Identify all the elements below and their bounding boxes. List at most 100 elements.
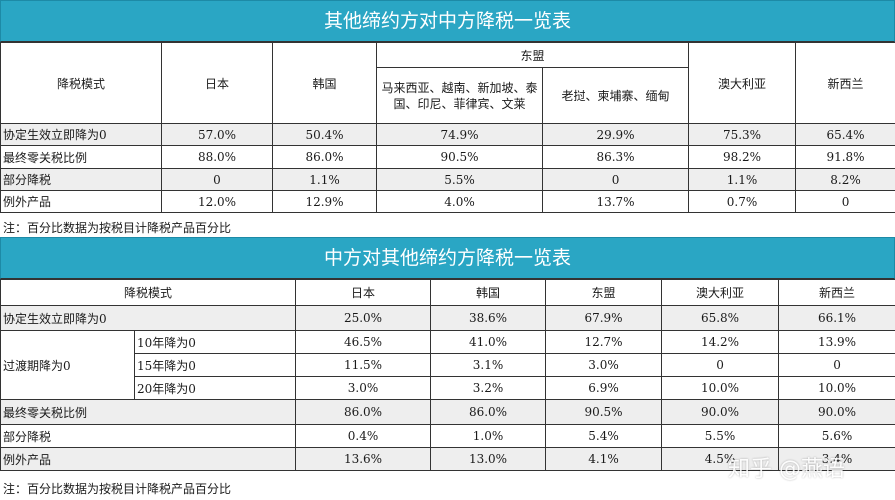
row-label: 部分降税 (0, 168, 162, 191)
table1: 降税模式 日本 韩国 东盟 澳大利亚 新西兰 马来西亚、越南、新加坡、泰国、印尼… (0, 42, 895, 213)
table-cell: 5.6% (778, 424, 895, 448)
row-label: 10年降为0 (133, 330, 297, 354)
table2-header-australia: 澳大利亚 (661, 279, 780, 306)
table-cell: 10.0% (778, 376, 895, 400)
table-cell: 11.5% (295, 353, 432, 377)
table1-header-asean: 东盟 (375, 42, 690, 68)
table-cell: 25.0% (295, 305, 432, 331)
table-cell: 0 (161, 168, 273, 191)
table-row: 过渡期降为0 10年降为0 46.5% 41.0% 12.7% 14.2% 13.9% (0, 330, 895, 400)
table-cell: 38.6% (430, 305, 547, 331)
table2-mode-header: 降税模式 (0, 279, 297, 306)
table-cell: 5.4% (545, 424, 663, 448)
table-cell: 4.1% (545, 447, 663, 471)
table-cell: 46.5% (295, 330, 432, 354)
table-cell: 66.1% (778, 305, 895, 331)
table-cell: 12.0% (161, 190, 273, 213)
table2-header-asean: 东盟 (545, 279, 663, 306)
table-cell: 0.4% (295, 424, 432, 448)
table-cell: 1.1% (688, 168, 797, 191)
table-cell: 91.8% (795, 145, 895, 169)
row-label: 20年降为0 (133, 376, 297, 400)
table1-header-australia: 澳大利亚 (688, 42, 797, 124)
row-label: 15年降为0 (133, 353, 297, 377)
table-cell: 4.5% (661, 447, 780, 471)
table-cell: 3.1% (430, 353, 547, 377)
table-cell: 12.9% (272, 190, 377, 213)
table-cell: 65.8% (661, 305, 780, 331)
table-cell: 13.7% (541, 190, 690, 213)
row-label: 最终零关税比例 (0, 399, 297, 425)
table-cell: 1.1% (272, 168, 377, 191)
table1-mode-header: 降税模式 (0, 42, 162, 124)
table-row: 例外产品 12.0% 12.9% 4.0% 13.7% 0.7% 0 (0, 190, 895, 213)
table2-note: 注：百分比数据为按税目计降税产品百分比 (3, 482, 232, 496)
table-cell: 90.5% (545, 399, 663, 425)
table-row: 协定生效立即降为0 25.0% 38.6% 67.9% 65.8% 66.1% (0, 305, 895, 331)
table-cell: 3.4% (778, 447, 895, 471)
table2-header-korea: 韩国 (430, 279, 547, 306)
table-row: 协定生效立即降为0 57.0% 50.4% 74.9% 29.9% 75.3% 65.4% (0, 123, 895, 146)
table1-title: 其他缔约方对中方降税一览表 (0, 0, 895, 42)
transition-label: 过渡期降为0 (0, 330, 135, 400)
table-cell: 57.0% (161, 123, 273, 146)
table1-header-new-zealand: 新西兰 (795, 42, 895, 124)
row-label: 例外产品 (0, 447, 297, 471)
table-cell: 8.2% (795, 168, 895, 191)
table-cell: 29.9% (541, 123, 690, 146)
table-cell: 86.0% (430, 399, 547, 425)
table-row: 最终零关税比例 86.0% 86.0% 90.5% 90.0% 90.0% (0, 399, 895, 425)
table-cell: 0 (795, 190, 895, 213)
table-cell: 13.6% (295, 447, 432, 471)
table-cell: 86.3% (541, 145, 690, 169)
row-label: 例外产品 (0, 190, 162, 213)
watermark: 知乎 @燕语 (728, 457, 845, 482)
table-cell: 3.2% (430, 376, 547, 400)
table-cell: 3.0% (545, 353, 663, 377)
table-cell: 6.9% (545, 376, 663, 400)
table-row: 15年降为0 11.5% 3.1% 3.0% 0 0 (1, 353, 895, 377)
table2-title: 中方对其他缔约方降税一览表 (0, 237, 895, 279)
table-cell: 0.7% (688, 190, 797, 213)
table-cell: 13.9% (778, 330, 895, 354)
table2-header-japan: 日本 (295, 279, 432, 306)
table-cell: 75.3% (688, 123, 797, 146)
table-cell: 90.0% (661, 399, 780, 425)
table-row: 部分降税 0.4% 1.0% 5.4% 5.5% 5.6% (0, 424, 895, 448)
table-row: 例外产品 13.6% 13.0% 4.1% 4.5% 3.4% (0, 447, 895, 471)
table-cell: 41.0% (430, 330, 547, 354)
table-cell: 65.4% (795, 123, 895, 146)
row-label: 协定生效立即降为0 (0, 123, 162, 146)
table2-header-new-zealand: 新西兰 (778, 279, 895, 306)
table-row: 部分降税 0 1.1% 5.5% 0 1.1% 8.2% (0, 168, 895, 191)
table-cell: 5.5% (661, 424, 780, 448)
table1-note: 注：百分比数据为按税目计降税产品百分比 (3, 221, 232, 235)
table-cell: 86.0% (272, 145, 377, 169)
table-cell: 86.0% (295, 399, 432, 425)
table1-asean-sub-2: 老挝、柬埔寨、缅甸 (541, 67, 690, 124)
table-cell: 4.0% (376, 190, 543, 213)
table1-asean-sub-1: 马来西亚、越南、新加坡、泰国、印尼、菲律宾、文莱 (376, 67, 543, 124)
table-cell: 0 (778, 353, 895, 377)
table-cell: 5.5% (376, 168, 543, 191)
row-label: 最终零关税比例 (0, 145, 162, 169)
table-cell: 88.0% (161, 145, 273, 169)
table-row: 20年降为0 3.0% 3.2% 6.9% 10.0% 10.0% (1, 376, 895, 400)
table-cell: 0 (541, 168, 690, 191)
table-row: 最终零关税比例 88.0% 86.0% 90.5% 86.3% 98.2% 91.8% (0, 145, 895, 169)
row-label: 部分降税 (0, 424, 297, 448)
row-label: 协定生效立即降为0 (0, 305, 297, 331)
table-cell: 90.5% (376, 145, 543, 169)
table-cell: 98.2% (688, 145, 797, 169)
table-cell: 3.0% (295, 376, 432, 400)
table1-header-japan: 日本 (161, 42, 273, 124)
table-cell: 1.0% (430, 424, 547, 448)
table-cell: 90.0% (778, 399, 895, 425)
table-cell: 50.4% (272, 123, 377, 146)
table1-header-korea: 韩国 (272, 42, 377, 124)
table-cell: 0 (661, 353, 780, 377)
table-cell: 74.9% (376, 123, 543, 146)
table-cell: 10.0% (661, 376, 780, 400)
table-cell: 67.9% (545, 305, 663, 331)
table-cell: 14.2% (661, 330, 780, 354)
